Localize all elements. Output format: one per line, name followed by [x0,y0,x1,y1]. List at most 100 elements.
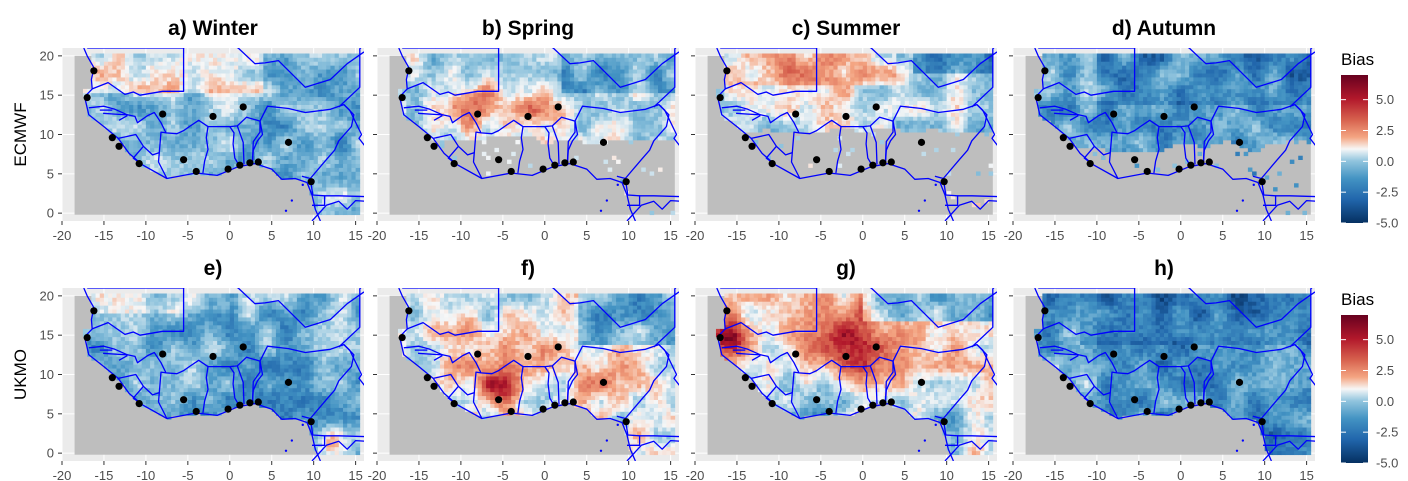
heat-cell [896,100,901,105]
heat-cell [582,96,588,102]
heat-cell [586,84,592,90]
heat-cell [925,100,931,105]
heat-cell [91,57,96,62]
heat-cell [741,128,746,133]
heat-cell [553,116,558,121]
heat-cell [770,104,776,109]
heat-cell [301,167,306,172]
heat-cell [410,57,416,62]
heat-cell [866,104,872,109]
heat-cell [833,147,838,153]
heat-cell [544,88,550,94]
heat-cell [334,175,340,180]
heat-cell [103,88,109,94]
heat-cell [406,96,411,102]
heat-cell [523,65,529,70]
heat-cell [313,124,319,129]
heat-cell [515,61,520,66]
heat-cell [263,124,268,129]
heat-cell [179,143,184,149]
heat-cell [317,57,323,62]
heat-cell [129,151,134,157]
heat-cell [959,96,964,102]
heat-cell [99,100,105,105]
heat-cell [967,92,973,98]
heat-cell [183,73,189,78]
heat-cell [351,198,356,204]
heat-cell [137,96,143,102]
heat-cell [338,210,344,216]
heat-cell [254,69,260,74]
heat-cell [938,104,943,109]
heat-cell [607,124,613,129]
heat-cell [959,116,964,121]
heat-cell [469,84,474,90]
heat-cell [904,88,910,94]
heat-cell [917,112,922,117]
heat-cell [120,57,126,62]
heat-cell [574,77,579,82]
heat-cell [804,120,809,125]
heat-cell [645,61,650,66]
heat-cell [624,120,630,125]
station-point [284,138,293,146]
heat-cell [603,53,609,58]
heat-cell [196,77,201,82]
heat-cell [313,183,319,188]
heat-cell [641,108,646,113]
border-line [158,131,167,153]
heat-cell [204,120,210,125]
heat-cell [275,108,281,113]
heat-cell [322,73,327,78]
x-tick-label: 5 [583,228,590,243]
heat-cell [343,77,348,82]
heat-cell [611,120,617,125]
heat-cell [804,96,809,102]
heat-cell [133,65,138,70]
heat-cell [507,159,512,164]
heat-cell [192,57,197,62]
heat-cell [871,61,876,66]
heat-cell [578,136,583,141]
heat-cell [611,69,617,74]
heat-cell [154,116,159,121]
heat-cell [133,61,138,66]
heat-cell [757,53,763,58]
heat-cell [762,124,767,129]
heat-cell [158,143,164,149]
heat-cell [129,136,134,141]
heat-cell [120,77,126,82]
heat-cell [91,73,96,78]
heat-cell [595,116,600,121]
heat-cell [984,73,989,78]
heat-cell [355,202,361,208]
heat-cell [317,175,323,180]
heat-cell [284,136,289,141]
heat-cell [502,100,508,105]
heat-cell [548,116,554,121]
heat-cell [632,88,638,94]
heat-cell [632,65,638,70]
heat-cell [649,84,655,90]
heat-cell [154,128,159,133]
heat-cell [536,120,541,125]
heat-cell [816,116,822,121]
heat-cell [607,167,613,172]
heat-cell [217,171,222,176]
heat-cell [724,77,729,82]
heat-cell [141,140,147,145]
heat-cell [435,73,441,78]
heat-cell [338,88,344,94]
heat-cell [795,77,801,82]
heat-cell [95,77,101,82]
heat-cell [976,61,981,66]
heat-cell [565,81,571,86]
heat-cell [883,57,889,62]
heat-cell [829,57,834,62]
heat-cell [745,116,750,121]
heat-cell [511,120,516,125]
heat-cell [91,81,96,86]
heat-cell [347,183,352,188]
heat-cell [850,92,855,98]
heat-cell [616,116,621,121]
